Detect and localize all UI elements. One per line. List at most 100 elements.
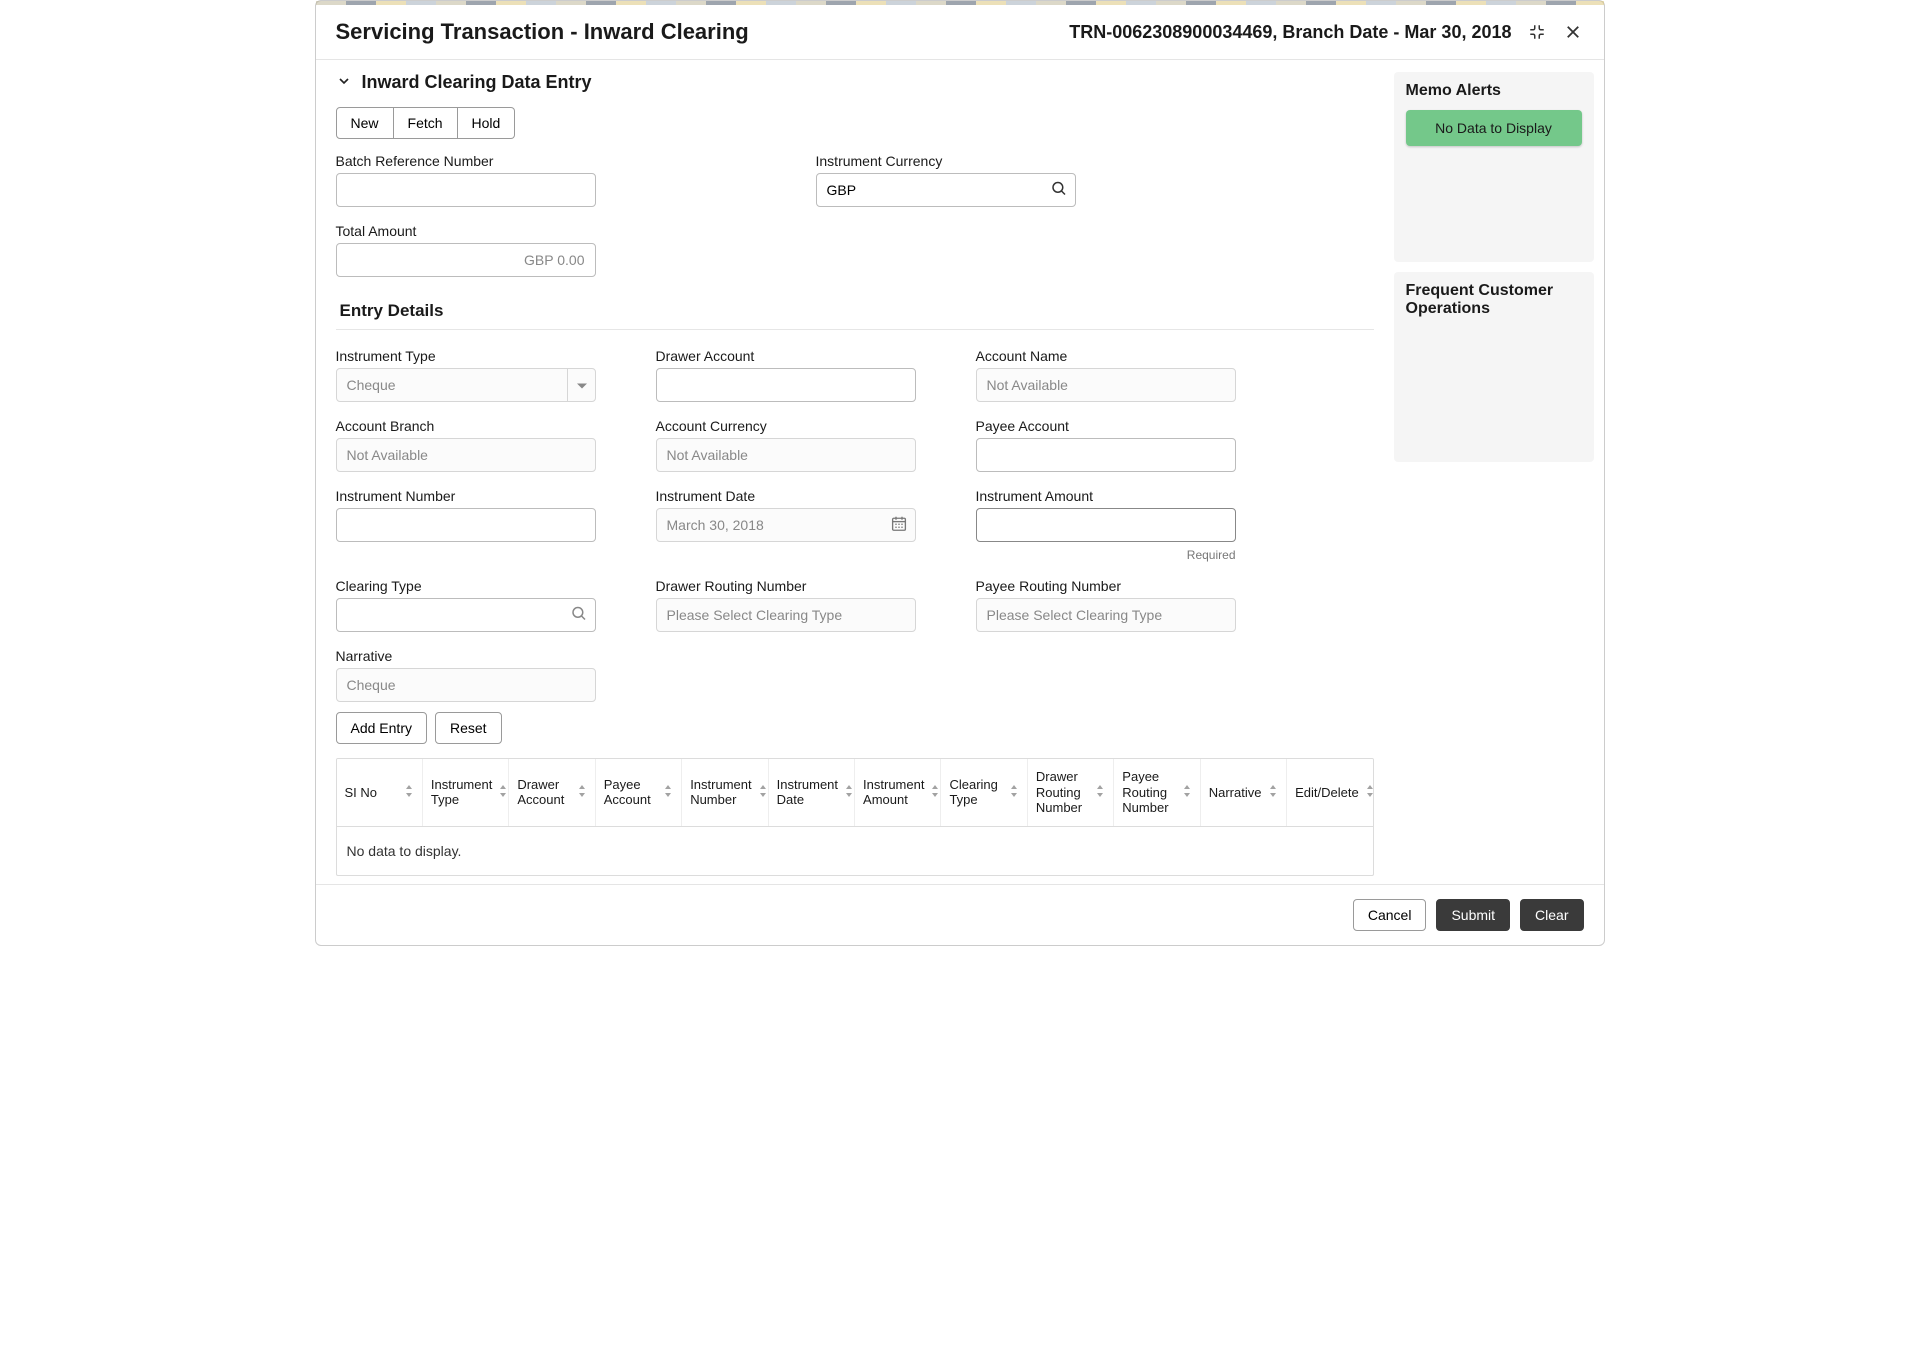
sort-icon bbox=[663, 784, 673, 801]
column-label: Clearing Type bbox=[949, 777, 1002, 808]
column-label: Instrument Amount bbox=[863, 777, 924, 808]
batch-reference-field: Batch Reference Number bbox=[336, 153, 596, 207]
payee-account-input[interactable] bbox=[976, 438, 1236, 472]
clear-button[interactable]: Clear bbox=[1520, 899, 1583, 931]
batch-reference-input[interactable] bbox=[336, 173, 596, 207]
main-content: Inward Clearing Data Entry New Fetch Hol… bbox=[316, 60, 1394, 884]
payee-routing-label: Payee Routing Number bbox=[976, 578, 1236, 594]
memo-alerts-panel: Memo Alerts No Data to Display bbox=[1394, 72, 1594, 262]
header-right: TRN-0062308900034469, Branch Date - Mar … bbox=[1069, 21, 1583, 43]
account-name-label: Account Name bbox=[976, 348, 1236, 364]
collapse-icon[interactable] bbox=[1526, 21, 1548, 43]
total-amount-field: Total Amount bbox=[336, 223, 596, 277]
sort-icon bbox=[758, 784, 768, 801]
column-label: Drawer Routing Number bbox=[1036, 769, 1089, 816]
reset-button[interactable]: Reset bbox=[435, 712, 502, 744]
sidebar: Memo Alerts No Data to Display Frequent … bbox=[1394, 60, 1604, 884]
header: Servicing Transaction - Inward Clearing … bbox=[316, 5, 1604, 60]
total-amount-input[interactable] bbox=[336, 243, 596, 277]
sort-icon bbox=[577, 784, 587, 801]
account-name-input bbox=[976, 368, 1236, 402]
clearing-type-field: Clearing Type bbox=[336, 578, 596, 632]
table-column-header[interactable]: Narrative bbox=[1201, 759, 1287, 826]
frequent-operations-title: Frequent Customer Operations bbox=[1406, 282, 1582, 318]
table-column-header[interactable]: Instrument Type bbox=[423, 759, 509, 826]
new-button[interactable]: New bbox=[336, 107, 394, 139]
entry-details-grid: Instrument Type Drawer Account Account N… bbox=[336, 348, 1374, 702]
instrument-date-label: Instrument Date bbox=[656, 488, 916, 504]
narrative-label: Narrative bbox=[336, 648, 596, 664]
cancel-button[interactable]: Cancel bbox=[1353, 899, 1427, 931]
account-branch-input bbox=[336, 438, 596, 472]
instrument-type-label: Instrument Type bbox=[336, 348, 596, 364]
entry-actions: Add Entry Reset bbox=[336, 712, 1374, 744]
column-label: Narrative bbox=[1209, 785, 1262, 801]
narrative-field: Narrative bbox=[336, 648, 596, 702]
total-amount-label: Total Amount bbox=[336, 223, 596, 239]
column-label: Instrument Type bbox=[431, 777, 492, 808]
table-column-header[interactable]: Instrument Date bbox=[769, 759, 855, 826]
instrument-amount-field: Instrument Amount Required bbox=[976, 488, 1236, 562]
instrument-number-input[interactable] bbox=[336, 508, 596, 542]
instrument-number-label: Instrument Number bbox=[336, 488, 596, 504]
account-name-field: Account Name bbox=[976, 348, 1236, 402]
search-icon[interactable] bbox=[570, 605, 588, 626]
narrative-input[interactable] bbox=[336, 668, 596, 702]
table-column-header[interactable]: Drawer Routing Number bbox=[1028, 759, 1114, 826]
hold-button[interactable]: Hold bbox=[458, 107, 516, 139]
section-button-row: New Fetch Hold bbox=[336, 107, 1374, 139]
instrument-amount-input[interactable] bbox=[976, 508, 1236, 542]
table-column-header[interactable]: Edit/Delete bbox=[1287, 759, 1372, 826]
instrument-number-field: Instrument Number bbox=[336, 488, 596, 562]
sort-icon bbox=[844, 784, 854, 801]
payee-account-field: Payee Account bbox=[976, 418, 1236, 472]
add-entry-button[interactable]: Add Entry bbox=[336, 712, 427, 744]
sort-icon bbox=[1365, 784, 1374, 801]
clearing-type-input[interactable] bbox=[336, 598, 596, 632]
section-header[interactable]: Inward Clearing Data Entry bbox=[336, 72, 1374, 93]
instrument-date-input[interactable] bbox=[656, 508, 916, 542]
table-column-header[interactable]: Instrument Amount bbox=[855, 759, 941, 826]
drawer-routing-field: Drawer Routing Number bbox=[656, 578, 916, 632]
fetch-button[interactable]: Fetch bbox=[394, 107, 458, 139]
instrument-currency-field: Instrument Currency bbox=[816, 153, 1076, 207]
modal-window: Servicing Transaction - Inward Clearing … bbox=[315, 0, 1605, 946]
memo-alerts-title: Memo Alerts bbox=[1406, 82, 1582, 100]
section-title: Inward Clearing Data Entry bbox=[362, 72, 592, 93]
entry-details-title: Entry Details bbox=[336, 295, 1374, 330]
account-currency-field: Account Currency bbox=[656, 418, 916, 472]
drawer-routing-label: Drawer Routing Number bbox=[656, 578, 916, 594]
instrument-currency-input[interactable] bbox=[816, 173, 1076, 207]
close-icon[interactable] bbox=[1562, 21, 1584, 43]
table-column-header[interactable]: Payee Account bbox=[596, 759, 682, 826]
sort-icon bbox=[1095, 784, 1105, 801]
table-column-header[interactable]: Payee Routing Number bbox=[1114, 759, 1200, 826]
instrument-currency-label: Instrument Currency bbox=[816, 153, 1076, 169]
column-label: Payee Account bbox=[604, 777, 657, 808]
sort-icon bbox=[1009, 784, 1019, 801]
top-fields: Batch Reference Number Instrument Curren… bbox=[336, 153, 1374, 277]
instrument-type-field: Instrument Type bbox=[336, 348, 596, 402]
table-column-header[interactable]: Instrument Number bbox=[682, 759, 768, 826]
table-column-header[interactable]: SI No bbox=[337, 759, 423, 826]
table-column-header[interactable]: Drawer Account bbox=[509, 759, 595, 826]
calendar-icon[interactable] bbox=[890, 515, 908, 536]
search-icon[interactable] bbox=[1050, 180, 1068, 201]
drawer-account-label: Drawer Account bbox=[656, 348, 916, 364]
payee-routing-field: Payee Routing Number bbox=[976, 578, 1236, 632]
sort-icon bbox=[404, 784, 414, 801]
submit-button[interactable]: Submit bbox=[1436, 899, 1510, 931]
account-branch-field: Account Branch bbox=[336, 418, 596, 472]
account-branch-label: Account Branch bbox=[336, 418, 596, 434]
account-currency-label: Account Currency bbox=[656, 418, 916, 434]
drawer-account-input[interactable] bbox=[656, 368, 916, 402]
chevron-down-icon bbox=[336, 73, 352, 92]
instrument-type-select[interactable] bbox=[336, 368, 596, 402]
account-currency-input bbox=[656, 438, 916, 472]
table-column-header[interactable]: Clearing Type bbox=[941, 759, 1027, 826]
sort-icon bbox=[498, 784, 508, 801]
column-label: Instrument Number bbox=[690, 777, 751, 808]
footer: Cancel Submit Clear bbox=[316, 884, 1604, 945]
frequent-operations-panel: Frequent Customer Operations bbox=[1394, 272, 1594, 462]
body: Inward Clearing Data Entry New Fetch Hol… bbox=[316, 60, 1604, 884]
